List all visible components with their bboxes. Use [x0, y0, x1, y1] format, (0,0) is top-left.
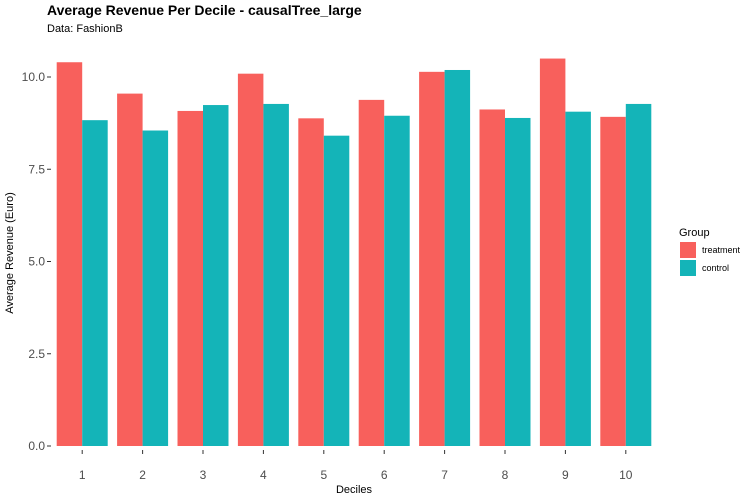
- bar-control-decile-7: [444, 69, 471, 446]
- x-tick-label: 8: [502, 468, 509, 482]
- bar-treatment-decile-5: [298, 118, 324, 446]
- legend-title: Group: [679, 227, 710, 239]
- x-tick-label: 9: [562, 468, 569, 482]
- bar-treatment-decile-8: [479, 109, 505, 447]
- x-tick-label: 6: [381, 468, 388, 482]
- y-tick-label: 2.5: [28, 347, 45, 361]
- bar-control-decile-3: [203, 105, 229, 446]
- x-tick-label: 10: [619, 468, 633, 482]
- y-tick-label: 7.5: [28, 162, 45, 176]
- x-tick-label: 1: [79, 468, 86, 482]
- y-tick-label: 5.0: [28, 255, 45, 269]
- bars: [56, 58, 652, 447]
- x-axis-title: Deciles: [336, 484, 373, 496]
- y-axis: 0.0 2.5 5.0 7.5 10.0: [22, 70, 51, 453]
- bar-treatment-decile-7: [419, 71, 445, 447]
- legend: Group treatment control: [679, 227, 741, 276]
- x-axis: 1 2 3 4 5 6 7 8 9 10: [79, 450, 633, 482]
- bar-treatment-decile-4: [237, 73, 264, 446]
- chart-subtitle: Data: FashionB: [47, 23, 123, 35]
- bar-control-decile-9: [565, 111, 591, 446]
- legend-key-control: [680, 260, 696, 276]
- x-tick-label: 2: [139, 468, 146, 482]
- legend-label-control: control: [702, 263, 729, 273]
- bar-control-decile-10: [625, 103, 652, 446]
- bar-control-decile-6: [384, 115, 410, 447]
- x-tick-label: 7: [441, 468, 448, 482]
- x-tick-label: 4: [260, 468, 267, 482]
- legend-label-treatment: treatment: [702, 245, 741, 255]
- bar-treatment-decile-1: [56, 62, 83, 447]
- legend-key-treatment: [680, 242, 696, 258]
- bar-treatment-decile-3: [177, 110, 203, 446]
- x-tick-label: 3: [200, 468, 207, 482]
- bar-control-decile-8: [505, 117, 531, 447]
- y-axis-title: Average Revenue (Euro): [4, 192, 16, 313]
- bar-control-decile-1: [82, 120, 108, 446]
- bar-treatment-decile-9: [539, 58, 566, 447]
- bar-treatment-decile-6: [358, 99, 385, 447]
- chart-title: Average Revenue Per Decile - causalTree_…: [47, 2, 362, 18]
- bar-control-decile-4: [263, 103, 289, 446]
- y-tick-label: 0.0: [28, 439, 45, 453]
- bar-control-decile-5: [323, 135, 350, 446]
- bar-control-decile-2: [142, 130, 169, 446]
- bar-treatment-decile-2: [117, 93, 143, 446]
- x-tick-label: 5: [320, 468, 327, 482]
- bar-treatment-decile-10: [600, 116, 626, 447]
- y-tick-label: 10.0: [22, 70, 46, 84]
